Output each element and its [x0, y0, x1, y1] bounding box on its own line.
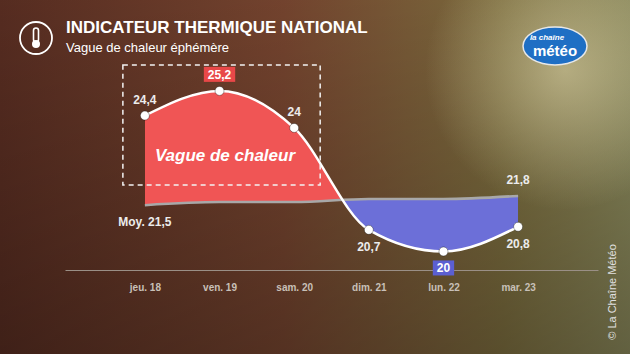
forecast-line: [145, 91, 518, 252]
x-tick-label: lun. 22: [428, 282, 460, 293]
data-label: 25,2: [208, 68, 232, 82]
data-label-group: 21,8: [506, 173, 530, 187]
x-tick: mar. 23: [501, 270, 536, 293]
point: [439, 247, 448, 256]
data-label: 24,4: [133, 93, 157, 107]
data-label-group: 24: [287, 105, 301, 119]
logo-text: météo: [533, 42, 577, 59]
data-label: 21,8: [506, 173, 530, 187]
point: [364, 225, 373, 234]
x-axis-line: [66, 270, 599, 271]
x-tick: sam. 20: [276, 270, 313, 293]
data-label-group: 24,4: [133, 93, 157, 107]
x-tick-label: sam. 20: [276, 282, 313, 293]
data-label: 24: [287, 105, 301, 119]
x-tick: dim. 21: [352, 270, 387, 293]
data-label-box: [204, 67, 235, 82]
point: [290, 123, 299, 132]
source: © La Chaîne Météo: [606, 244, 618, 340]
thermometer-icon: [20, 22, 52, 54]
data-label-group: 20: [433, 260, 454, 275]
x-tick: ven. 19: [203, 270, 237, 293]
x-tick-label: jeu. 18: [129, 282, 162, 293]
logo: la chaînemétéo: [523, 27, 587, 65]
logo-text: la chaîne: [530, 33, 565, 42]
title: INDICATEUR THERMIQUE NATIONAL: [66, 18, 368, 37]
data-label-group: 25,2: [204, 67, 235, 82]
point: [140, 111, 149, 120]
data-labels: 24,4 25,2 24 20,7 20 20,8 Moy. 21,5 21,8: [118, 67, 530, 276]
background-glow: [425, 0, 630, 210]
data-label: 20,7: [357, 240, 381, 254]
data-label-group: 20,7: [357, 240, 381, 254]
x-tick-label: ven. 19: [203, 282, 237, 293]
subtitle: Vague de chaleur éphémère: [66, 40, 229, 55]
plot-area: [140, 86, 522, 256]
x-tick-label: mar. 23: [501, 282, 536, 293]
annotation-box: [123, 65, 320, 185]
data-label: Moy. 21,5: [118, 215, 171, 229]
data-label-group: Moy. 21,5: [118, 215, 171, 229]
point: [514, 222, 523, 231]
area-above-normal: [145, 91, 518, 252]
chart: INDICATEUR THERMIQUE NATIONAL Vague de ch…: [0, 0, 630, 354]
annotation: Vague de chaleur: [155, 146, 297, 165]
x-tick-label: dim. 21: [352, 282, 387, 293]
area-below-normal: [145, 91, 518, 252]
normal-line: [145, 196, 518, 205]
data-label: 20,8: [506, 237, 530, 251]
data-label: 20: [437, 261, 451, 275]
data-label-group: 20,8: [506, 237, 530, 251]
x-axis: jeu. 18 ven. 19 sam. 20 dim. 21 lun. 22 mar. …: [66, 270, 599, 293]
x-tick: jeu. 18: [129, 270, 162, 293]
data-label-box: [433, 260, 454, 275]
point: [215, 86, 224, 95]
